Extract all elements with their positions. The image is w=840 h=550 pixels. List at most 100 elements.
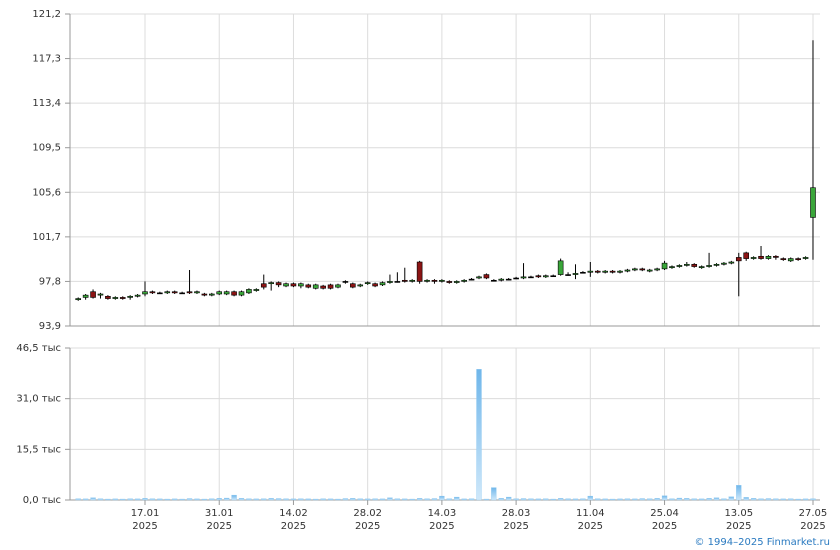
- volume-bar: [164, 498, 170, 501]
- candle-body: [468, 278, 475, 281]
- candle-body: [810, 187, 816, 218]
- volume-bar: [402, 498, 408, 501]
- volume-bar: [387, 497, 393, 501]
- volume-bar: [261, 498, 267, 501]
- candle-body: [401, 279, 408, 282]
- volume-bar: [179, 498, 185, 501]
- volume-bar: [416, 498, 423, 501]
- x-tick-year: 2025: [800, 521, 825, 532]
- y-tick-label: 0,0 тыс: [23, 495, 61, 506]
- candle-body: [743, 252, 749, 259]
- candle-body: [773, 255, 779, 258]
- volume-bar: [75, 498, 81, 501]
- candle-body: [431, 279, 438, 282]
- volume-bar: [431, 498, 438, 501]
- candle-body: [97, 293, 104, 296]
- volume-bar: [320, 498, 326, 501]
- candle-body: [654, 268, 660, 271]
- volume-bar: [498, 498, 504, 501]
- y-tick-label: 105,6: [32, 187, 61, 198]
- volume-bar: [721, 498, 727, 501]
- candle-body: [602, 270, 608, 273]
- candle-body: [787, 258, 794, 262]
- candle-body: [646, 269, 653, 272]
- candle-body: [134, 294, 141, 297]
- x-tick-year: 2025: [503, 521, 528, 532]
- x-tick-label: 11.04: [576, 508, 605, 519]
- volume-bar: [773, 498, 779, 501]
- candle-body: [275, 282, 282, 286]
- x-tick-year: 2025: [429, 521, 454, 532]
- candle-body: [246, 289, 252, 294]
- candle-body: [735, 257, 742, 262]
- x-tick-label: 14.03: [428, 508, 457, 519]
- volume-bar: [713, 497, 720, 501]
- x-tick-year: 2025: [207, 521, 232, 532]
- candle-body: [446, 281, 453, 283]
- y-tick-label: 97,8: [39, 276, 61, 287]
- volume-bar: [580, 498, 586, 501]
- volume-bar: [201, 498, 208, 501]
- candle-body: [758, 255, 764, 259]
- volume-bar: [483, 498, 490, 501]
- volume-bar: [802, 498, 809, 501]
- volume-bar: [424, 498, 430, 501]
- y-tick-label: 109,5: [32, 143, 61, 154]
- volume-bar: [684, 498, 690, 501]
- volume-bar: [506, 496, 512, 501]
- volume-bar: [82, 498, 89, 501]
- candle-body: [439, 279, 445, 282]
- volume-bar: [543, 498, 549, 501]
- candle-body: [260, 283, 267, 288]
- volume-bar: [728, 496, 734, 501]
- candle-body: [75, 298, 82, 301]
- volume-bar: [632, 498, 638, 501]
- candle-body: [253, 289, 260, 291]
- candle-body: [476, 276, 482, 279]
- candle-body: [684, 263, 690, 266]
- candle-body: [357, 284, 364, 287]
- candle-body: [498, 278, 505, 281]
- volume-bar: [253, 498, 259, 501]
- x-tick-label: 17.01: [131, 508, 160, 519]
- volume-bar: [535, 498, 542, 501]
- y-tick-label: 15,5 тыс: [16, 444, 61, 455]
- candle-body: [565, 274, 571, 276]
- volume-bar: [283, 498, 289, 501]
- volume-bar: [468, 498, 475, 501]
- candle-body: [617, 270, 623, 273]
- y-tick-label: 121,2: [32, 9, 61, 20]
- volume-bar: [788, 498, 794, 501]
- candle-body: [676, 265, 683, 267]
- volume-bar: [676, 497, 683, 501]
- volume-bar: [120, 498, 126, 501]
- volume-bar: [758, 498, 764, 501]
- volume-bar: [112, 498, 118, 501]
- candle-body: [82, 294, 89, 298]
- candle-body: [750, 257, 757, 259]
- volume-bar: [639, 498, 645, 501]
- candle-body: [594, 270, 601, 273]
- candle-body: [609, 270, 616, 273]
- candle-body: [320, 285, 326, 289]
- x-tick-year: 2025: [578, 521, 603, 532]
- candle-body: [669, 266, 675, 269]
- volume-bar: [231, 494, 237, 501]
- x-tick-year: 2025: [355, 521, 380, 532]
- candle-body: [535, 275, 542, 278]
- volume-bar: [595, 498, 601, 501]
- volume-bar: [661, 495, 668, 501]
- candle-body: [290, 283, 297, 287]
- candle-body: [721, 262, 727, 265]
- candle-body: [231, 291, 237, 296]
- candle-body: [409, 279, 416, 282]
- volume-bar: [216, 498, 222, 501]
- candle-body: [632, 268, 638, 271]
- volume-bar: [372, 498, 378, 501]
- volume-bar: [224, 497, 230, 501]
- candle-body: [698, 266, 705, 269]
- volume-bar: [528, 498, 534, 501]
- candle-body: [164, 291, 171, 294]
- candle-body: [639, 268, 646, 271]
